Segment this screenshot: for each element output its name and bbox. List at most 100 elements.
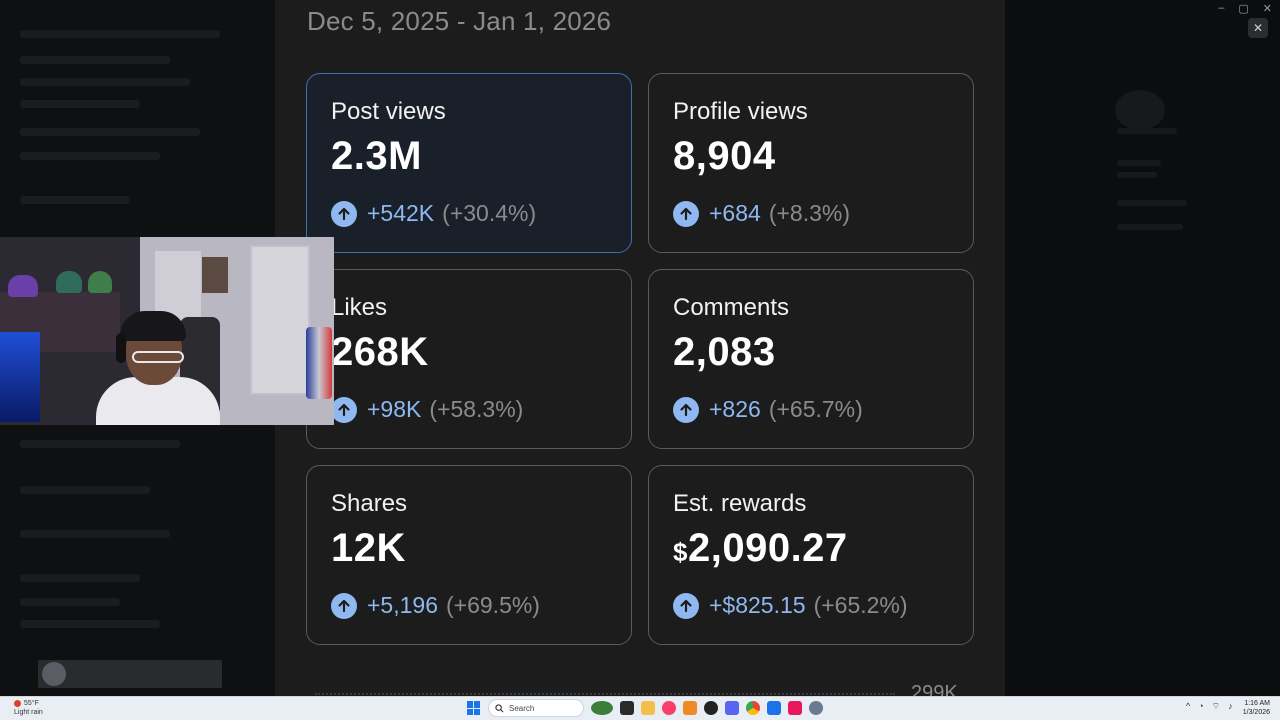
arrow-up-icon xyxy=(331,200,357,227)
tiktok-icon[interactable] xyxy=(788,701,802,715)
wifi-icon[interactable]: ⌔ xyxy=(1211,701,1221,711)
metric-card-comments[interactable]: Comments 2,083 +826 (+65.7%) xyxy=(648,269,974,449)
date-range: Dec 5, 2025 - Jan 1, 2026 xyxy=(307,6,612,36)
delta-absolute: +542K xyxy=(367,200,435,226)
webcam-door xyxy=(250,245,310,395)
bg-ghost-line xyxy=(20,78,190,86)
metric-delta: +684 (+8.3%) xyxy=(673,200,850,227)
clock[interactable]: 1:16 AM 1/3/2026 xyxy=(1243,699,1270,717)
metric-card-shares[interactable]: Shares 12K +5,196 (+69.5%) xyxy=(306,465,632,645)
weather-alert-icon xyxy=(14,699,21,707)
obs-icon[interactable] xyxy=(704,701,718,715)
background-app-right xyxy=(1005,0,1280,696)
delta-absolute: +$825.15 xyxy=(709,592,806,618)
arrow-up-icon xyxy=(331,592,357,619)
taskbar-search[interactable]: Search xyxy=(488,699,584,717)
decorative-app-icon[interactable] xyxy=(591,701,613,715)
clock-time: 1:16 AM xyxy=(1244,700,1270,707)
delta-percent: (+69.5%) xyxy=(446,592,540,618)
search-icon xyxy=(495,703,504,712)
system-tray: ^ ◔ ⌔ ♪ xyxy=(1186,701,1233,712)
bg-ghost-line xyxy=(20,196,130,204)
metric-card-post-views[interactable]: Post views 2.3M +542K (+30.4%) xyxy=(306,73,632,253)
avatar xyxy=(42,662,66,686)
bg-ghost-line xyxy=(1117,200,1187,206)
metric-number: 2,090.27 xyxy=(687,526,848,570)
task-view-icon[interactable] xyxy=(620,701,634,715)
metrics-grid: Post views 2.3M +542K (+30.4%) Profile v… xyxy=(306,73,974,645)
currency-symbol: $ xyxy=(673,537,688,567)
settings-icon[interactable] xyxy=(809,701,823,715)
metric-delta: +542K (+30.4%) xyxy=(331,200,536,227)
search-placeholder: Search xyxy=(509,703,535,713)
metric-label: Post views xyxy=(331,98,446,125)
app-icon[interactable] xyxy=(767,701,781,715)
metric-value: 8,904 xyxy=(673,134,973,179)
metric-label: Profile views xyxy=(673,98,808,125)
bg-ghost-line xyxy=(20,574,140,582)
bg-ghost-line xyxy=(1117,128,1177,134)
weather-widget[interactable]: 55°F Light rain xyxy=(14,699,43,717)
window-close-button[interactable]: ✕ xyxy=(1262,3,1272,15)
delta-absolute: +98K xyxy=(367,396,422,422)
bg-ghost-line xyxy=(20,100,140,108)
chart-axis-value: 299K xyxy=(911,682,958,696)
metric-value: $2,090.27 xyxy=(673,526,973,571)
webcam-headset xyxy=(116,333,126,363)
delta-absolute: +684 xyxy=(709,200,761,226)
windows-start-icon[interactable] xyxy=(467,701,481,715)
bg-ghost-line xyxy=(20,486,150,494)
arrow-up-icon xyxy=(673,200,699,227)
webcam-hat xyxy=(8,275,38,297)
vlc-icon[interactable] xyxy=(683,701,697,715)
metric-number: 2.3M xyxy=(331,134,422,178)
tray-overflow-icon[interactable]: ^ xyxy=(1186,701,1191,711)
delta-percent: (+65.2%) xyxy=(813,592,908,618)
metric-label: Likes xyxy=(331,294,388,321)
metric-value: 268K xyxy=(331,330,631,375)
bg-ghost-line xyxy=(20,56,170,64)
metric-delta: +98K (+58.3%) xyxy=(331,396,523,423)
metric-card-profile-views[interactable]: Profile views 8,904 +684 (+8.3%) xyxy=(648,73,974,253)
delta-percent: (+8.3%) xyxy=(768,200,850,226)
bg-ghost-line xyxy=(20,128,200,136)
metric-label: Shares xyxy=(331,490,408,517)
webcam-overlay xyxy=(0,237,334,425)
weather-desc: Light rain xyxy=(14,709,43,716)
bg-ghost-line xyxy=(20,530,170,538)
taskbar: 55°F Light rain Search ^ ◔ ⌔ ♪ xyxy=(0,696,1280,720)
webcam-person-shirt xyxy=(96,377,220,425)
delta-absolute: +826 xyxy=(709,396,761,422)
close-overlay-button[interactable]: ✕ xyxy=(1248,18,1268,38)
metric-card-likes[interactable]: Likes 268K +98K (+58.3%) xyxy=(306,269,632,449)
metric-label: Comments xyxy=(673,294,790,321)
metric-number: 268K xyxy=(331,330,429,374)
webcam-blue-light xyxy=(0,332,40,422)
metric-number: 8,904 xyxy=(673,134,776,178)
discord-icon[interactable] xyxy=(725,701,739,715)
bg-ghost-line xyxy=(1117,160,1161,166)
metric-delta: +$825.15 (+65.2%) xyxy=(673,592,908,619)
maximize-button[interactable]: ▢ xyxy=(1238,3,1249,15)
bg-ghost-avatar xyxy=(1115,90,1165,130)
delta-percent: (+58.3%) xyxy=(429,396,524,422)
music-app-icon[interactable] xyxy=(662,701,676,715)
file-explorer-icon[interactable] xyxy=(641,701,655,715)
metric-value: 12K xyxy=(331,526,631,571)
bg-ghost-line xyxy=(1117,224,1183,230)
delta-percent: (+65.7%) xyxy=(768,396,863,422)
background-user-widget xyxy=(38,660,222,688)
webcam-energy-drink xyxy=(306,327,332,399)
metric-value: 2.3M xyxy=(331,134,631,179)
webcam-hat xyxy=(56,271,82,293)
metric-card-est-rewards[interactable]: Est. rewards $2,090.27 +$825.15 (+65.2%) xyxy=(648,465,974,645)
volume-icon[interactable]: ♪ xyxy=(1228,701,1233,711)
chrome-icon[interactable] xyxy=(746,701,760,715)
window-controls: – ▢ ✕ xyxy=(1218,2,1272,15)
network-icon[interactable]: ◔ xyxy=(1198,701,1204,711)
metric-delta: +826 (+65.7%) xyxy=(673,396,863,423)
webcam-hat xyxy=(88,271,112,293)
weather-temp: 55°F xyxy=(24,700,39,707)
minimize-button[interactable]: – xyxy=(1218,2,1225,14)
bg-ghost-line xyxy=(20,620,160,628)
